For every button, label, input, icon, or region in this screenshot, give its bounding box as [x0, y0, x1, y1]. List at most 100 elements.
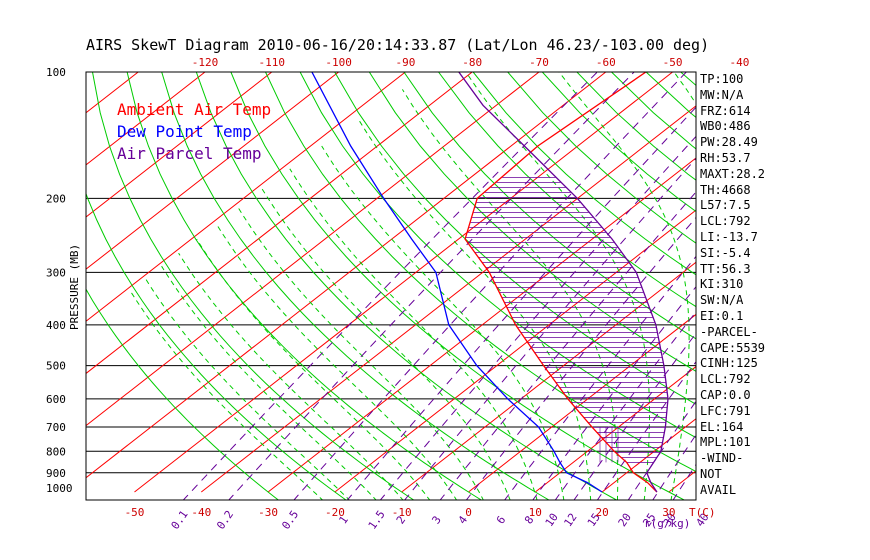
- legend-air-parcel-temp: Air Parcel Temp: [117, 144, 262, 163]
- mixing-ratio-unit-label: r(g/kg): [644, 517, 690, 530]
- isotherm-line: [86, 72, 206, 166]
- mixing-ratio-line: [504, 255, 696, 500]
- isotherm-line: [401, 261, 696, 493]
- mixing-ratio-line: [404, 157, 696, 500]
- dry-adiabat: [819, 72, 870, 501]
- isotherm-line: [803, 72, 870, 492]
- mixing-ratio-tick-label: 12: [561, 511, 579, 529]
- top-temp-tick-label: -60: [596, 56, 616, 69]
- top-temp-tick-label: -100: [325, 56, 352, 69]
- pressure-tick-label: 500: [46, 360, 66, 373]
- bottom-temp-tick-label: -50: [125, 506, 145, 519]
- moist-adiabat: [196, 238, 431, 500]
- top-temp-tick-label: -110: [259, 56, 286, 69]
- bottom-temp-tick-label: 20: [595, 506, 608, 519]
- top-temp-tick-label: -80: [462, 56, 482, 69]
- pressure-tick-label: 100: [46, 66, 66, 79]
- moist-adiabat: [261, 188, 511, 500]
- bottom-temp-tick-label: 30: [662, 506, 675, 519]
- stat-wind-not: NOT: [700, 466, 722, 481]
- stat-tt: TT:56.3: [700, 261, 751, 276]
- top-temp-tick-label: -50: [663, 56, 683, 69]
- mixing-ratio-tick-label: 40: [693, 511, 711, 529]
- moist-adiabat: [558, 72, 690, 500]
- stat-cinh: CINH:125: [700, 356, 758, 371]
- dry-adiabat: [86, 288, 280, 500]
- bottom-temp-tick-label: -30: [258, 506, 278, 519]
- mixing-ratio-tick-label: 0.5: [279, 508, 301, 532]
- mixing-ratio-tick-label: 25: [640, 511, 658, 529]
- moist-adiabat: [178, 252, 404, 500]
- mixing-ratio-tick-label: 0.1: [169, 508, 191, 532]
- pressure-tick-label: 700: [46, 421, 66, 434]
- moist-adiabat: [401, 89, 619, 500]
- ambient-air-temp-line: [464, 72, 658, 493]
- dry-adiabat: [472, 72, 696, 276]
- pressure-tick-label: 1000: [46, 482, 73, 495]
- isotherm-line: [86, 72, 339, 270]
- dry-adiabat: [230, 72, 686, 500]
- mixing-ratio-line: [346, 106, 696, 500]
- mixing-ratio-tick-label: 10: [543, 511, 561, 529]
- dry-adiabat: [438, 72, 696, 308]
- x-axis-unit-label: T(C): [689, 506, 716, 519]
- top-temp-tick-label: -120: [192, 56, 219, 69]
- top-temp-tick-label: -70: [529, 56, 549, 69]
- isotherm-line: [86, 72, 406, 322]
- mixing-ratio-tick-label: 3: [429, 514, 443, 527]
- mixing-ratio-line: [379, 135, 696, 500]
- stat-parcel-header: -PARCEL-: [700, 324, 758, 339]
- stat-l57: L57:7.5: [700, 198, 751, 213]
- isotherm-line: [468, 313, 696, 493]
- legend-ambient-air-temp: Ambient Air Temp: [117, 100, 272, 119]
- stat-cape: CAPE:5539: [700, 340, 766, 355]
- stat-li: LI:-13.7: [700, 229, 758, 244]
- stat-tp: TP:100: [700, 72, 744, 86]
- legend-dew-point-temp: Dew Point Temp: [117, 122, 252, 141]
- top-temp-tick-label: -40: [729, 56, 749, 69]
- chart-title: AIRS SkewT Diagram 2010-06-16/20:14:33.8…: [86, 36, 710, 54]
- mixing-ratio-tick-label: 20: [616, 511, 634, 529]
- isotherm-line: [601, 418, 696, 493]
- isotherm-line: [86, 72, 607, 479]
- moist-adiabat: [358, 119, 592, 500]
- moist-adiabat: [144, 278, 351, 500]
- isotherm-line: [86, 72, 540, 427]
- pressure-tick-label: 200: [46, 192, 66, 205]
- bottom-temp-tick-label: -20: [325, 506, 345, 519]
- stat-maxt: MAXT:28.2: [700, 166, 766, 181]
- stat-si: SI:-5.4: [700, 245, 751, 260]
- moist-adiabat: [465, 72, 650, 500]
- moist-adiabat: [215, 223, 458, 500]
- stat-sw: SW:N/A: [700, 293, 744, 308]
- dry-adiabat: [161, 72, 550, 500]
- pressure-tick-label: 300: [46, 266, 66, 279]
- bottom-temp-tick-label: -40: [191, 506, 211, 519]
- stat-lfc: LFC:791: [700, 403, 751, 418]
- dry-adiabat: [334, 72, 696, 405]
- mixing-ratio-line: [182, 72, 598, 500]
- air-parcel-temp-line: [458, 72, 669, 493]
- mixing-ratio-line: [293, 72, 687, 500]
- top-temp-tick-label: -90: [395, 56, 415, 69]
- dew-point-temp-line: [311, 72, 603, 493]
- isotherm-line: [86, 72, 273, 218]
- stat-mpl: MPL:101: [700, 435, 751, 450]
- mixing-ratio-tick-label: 1.5: [366, 508, 388, 532]
- dry-adiabat: [368, 72, 696, 372]
- mixing-ratio-tick-label: 15: [585, 511, 603, 529]
- stat-wind-avail: AVAIL: [700, 482, 737, 497]
- moist-adiabat: [321, 145, 565, 500]
- y-axis-label: PRESSURE (MB): [68, 243, 81, 330]
- bottom-temp-tick-label: 0: [465, 506, 472, 519]
- stat-el: EL:164: [700, 419, 744, 434]
- stat-frz: FRZ:614: [700, 103, 751, 118]
- mixing-ratio-line: [672, 463, 696, 500]
- dry-adiabat: [265, 72, 696, 473]
- moist-adiabat: [161, 265, 377, 500]
- stat-rh: RH:53.7: [700, 150, 751, 165]
- mixing-ratio-line: [439, 191, 696, 500]
- pressure-tick-label: 600: [46, 393, 66, 406]
- stat-lcl: LCL:792: [700, 214, 751, 229]
